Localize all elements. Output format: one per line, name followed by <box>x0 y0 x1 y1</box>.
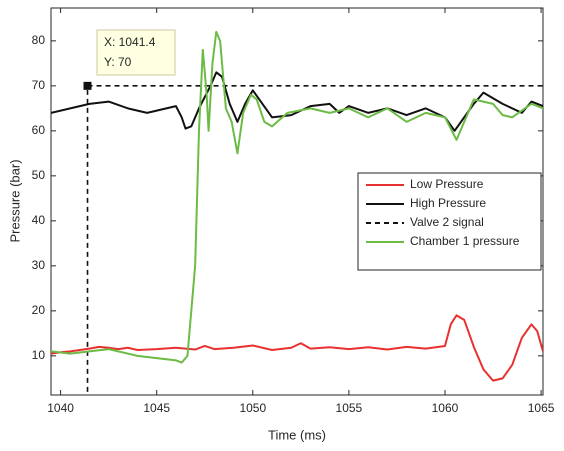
y-tick-label: 40 <box>32 213 46 227</box>
series-line <box>51 314 543 382</box>
x-tick-label: 1045 <box>143 401 170 415</box>
datatip-box <box>96 29 176 76</box>
x-tick-label: 1040 <box>47 401 74 415</box>
series-line <box>51 30 543 364</box>
y-tick-label: 50 <box>32 168 46 182</box>
datatip-x: X: 1041.4 <box>104 35 156 49</box>
datatip-y: Y: 70 <box>104 55 132 69</box>
y-tick-label: 80 <box>32 33 46 47</box>
legend-label: Valve 2 signal <box>410 215 484 229</box>
legend: Low Pressure High Pressure Valve 2 signal C… <box>357 172 542 271</box>
y-tick-label: 10 <box>32 348 46 362</box>
x-tick-label: 1055 <box>336 401 363 415</box>
series-line <box>51 71 543 132</box>
legend-label: Chamber 1 pressure <box>410 234 520 248</box>
y-axis-label: Pressure (bar) <box>7 159 22 242</box>
legend-box <box>357 172 542 271</box>
x-tick-label: 1065 <box>528 401 555 415</box>
x-tick-label: 1060 <box>432 401 459 415</box>
legend-label: Low Pressure <box>410 177 484 191</box>
datatip: X: 1041.4 Y: 70 <box>83 29 176 90</box>
datatip-marker <box>83 81 92 90</box>
y-tick-label: 30 <box>32 258 46 272</box>
y-tick-label: 70 <box>32 78 46 92</box>
x-tick-label: 1050 <box>239 401 266 415</box>
y-tick-label: 20 <box>32 303 46 317</box>
x-axis-label: Time (ms) <box>268 427 326 442</box>
legend-label: High Pressure <box>410 196 486 210</box>
y-tick-label: 60 <box>32 123 46 137</box>
axes: 1040 1045 1050 1055 1060 1065 10 20 30 40 50 60 70 80 <box>32 8 555 415</box>
